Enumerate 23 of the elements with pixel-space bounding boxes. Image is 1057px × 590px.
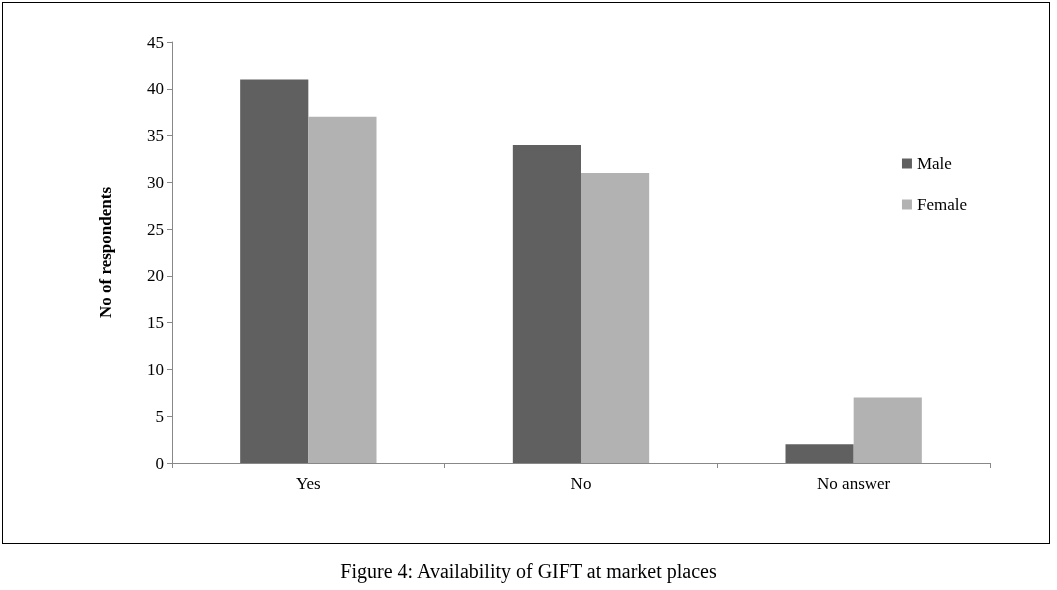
bar <box>240 79 309 463</box>
y-tick-label: 25 <box>147 219 164 239</box>
y-tick-label: 5 <box>155 406 164 426</box>
y-tick-label: 30 <box>147 172 164 192</box>
legend-label: Female <box>916 195 968 214</box>
y-tick-label: 20 <box>147 266 164 286</box>
y-tick-label: 10 <box>147 359 164 379</box>
bar <box>512 144 581 463</box>
bar <box>581 172 650 463</box>
x-tick-label: No <box>570 474 592 493</box>
y-tick-label: 35 <box>147 126 164 146</box>
bar <box>853 397 922 463</box>
y-tick-label: 40 <box>147 79 164 99</box>
y-tick-label: 0 <box>155 453 164 473</box>
x-tick-label: No answer <box>817 474 891 493</box>
y-axis-title: No of respondents <box>96 186 115 318</box>
text: Figure 4: Availability of GIFT at market places <box>340 560 717 583</box>
y-tick-label: 15 <box>147 313 164 333</box>
bar <box>785 444 854 463</box>
y-tick-label: 45 <box>147 32 164 52</box>
legend-label: Male <box>916 154 952 173</box>
bar <box>308 116 377 463</box>
x-tick-label: Yes <box>295 474 321 493</box>
